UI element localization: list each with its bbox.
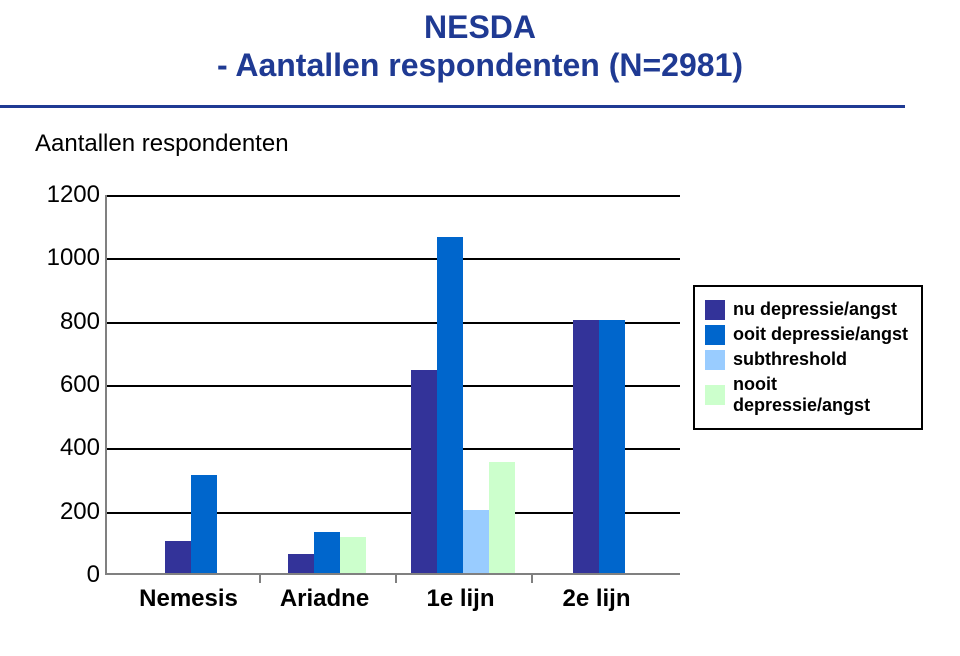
x-tick-mark [531, 575, 533, 583]
title-line-2: - Aantallen respondenten (N=2981) [0, 46, 960, 84]
title-line-1: NESDA [0, 8, 960, 46]
bar [340, 537, 366, 573]
title-block: NESDA - Aantallen respondenten (N=2981) [0, 8, 960, 85]
legend-label: ooit depressie/angst [733, 324, 908, 345]
y-tick-label: 400 [60, 434, 100, 462]
legend: nu depressie/angst ooit depressie/angst su… [693, 285, 923, 430]
legend-swatch [705, 385, 725, 405]
bar [437, 237, 463, 573]
bar [489, 462, 515, 573]
bar [573, 320, 599, 573]
chart-subtitle: Aantallen respondenten [35, 130, 289, 158]
legend-swatch [705, 350, 725, 370]
y-tick-label: 1200 [47, 181, 100, 209]
bar [599, 320, 625, 573]
x-axis-label: Nemesis [139, 585, 238, 613]
bar [411, 370, 437, 573]
x-axis-label: Ariadne [280, 585, 369, 613]
x-axis-label: 1e lijn [426, 585, 494, 613]
bar [288, 554, 314, 573]
gridline [107, 195, 680, 197]
bar [165, 541, 191, 573]
x-axis-labels: Nemesis Ariadne 1e lijn 2e lijn [105, 585, 680, 625]
title-underline [0, 105, 905, 108]
x-tick-mark [259, 575, 261, 583]
legend-label: nu depressie/angst [733, 299, 897, 320]
y-tick-label: 1000 [47, 244, 100, 272]
legend-item: ooit depressie/angst [705, 324, 911, 345]
legend-swatch [705, 300, 725, 320]
y-axis: 020040060080010001200 [35, 195, 105, 575]
legend-item: nooit depressie/angst [705, 374, 911, 416]
chart-area: 020040060080010001200 NemesisAriadne1e l… [35, 195, 925, 635]
y-tick-label: 0 [87, 561, 100, 589]
bar [191, 475, 217, 573]
page: NESDA - Aantallen respondenten (N=2981) … [0, 0, 960, 656]
legend-swatch [705, 325, 725, 345]
legend-label: subthreshold [733, 349, 847, 370]
bar [463, 510, 489, 573]
plot-area [105, 195, 680, 575]
y-tick-label: 800 [60, 308, 100, 336]
y-tick-label: 600 [60, 371, 100, 399]
y-tick-label: 200 [60, 498, 100, 526]
legend-item: subthreshold [705, 349, 911, 370]
legend-label: nooit depressie/angst [733, 374, 911, 416]
bar [314, 532, 340, 573]
legend-item: nu depressie/angst [705, 299, 911, 320]
gridline [107, 258, 680, 260]
x-axis-label: 2e lijn [562, 585, 630, 613]
x-tick-mark [395, 575, 397, 583]
